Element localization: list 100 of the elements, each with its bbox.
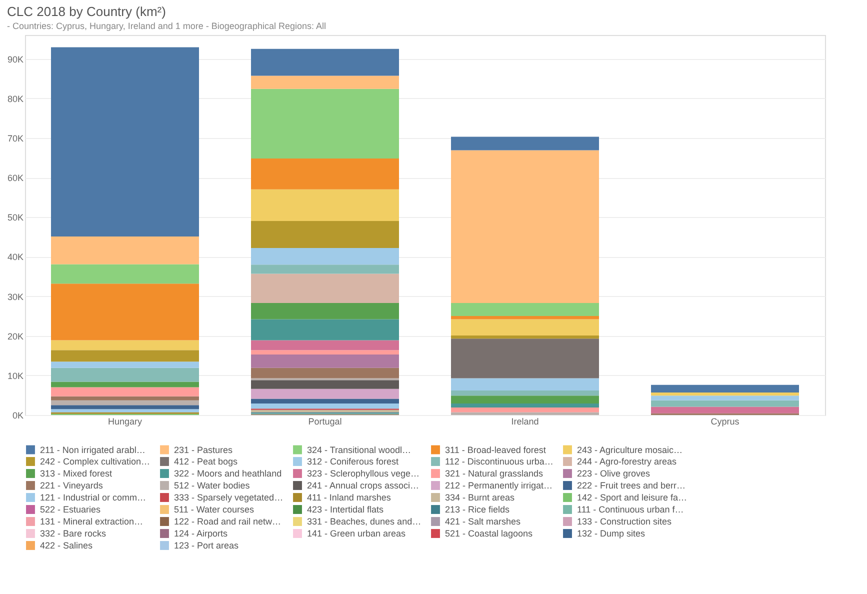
legend-label: 522 - Estuaries bbox=[40, 504, 102, 514]
x-tick-label: Portugal bbox=[308, 416, 342, 426]
legend-label: 213 - Rice fields bbox=[445, 504, 510, 514]
bar bbox=[251, 354, 399, 368]
legend-label: 511 - Water courses bbox=[174, 504, 255, 514]
bar bbox=[251, 368, 399, 378]
bar bbox=[251, 404, 399, 409]
legend-label: 231 - Pastures bbox=[174, 444, 234, 455]
bar bbox=[251, 88, 399, 158]
bar bbox=[451, 396, 599, 404]
legend-label: 411 - Inland marshes bbox=[307, 492, 392, 502]
bar bbox=[51, 409, 199, 412]
legend-label: 313 - Mixed forest bbox=[40, 468, 113, 478]
bar bbox=[451, 150, 599, 303]
legend-label: 223 - Olive groves bbox=[577, 468, 651, 478]
legend-label: 324 - Transitional woodl… bbox=[307, 444, 412, 455]
legend-label: 423 - Intertidal flats bbox=[307, 504, 384, 514]
bar bbox=[51, 396, 199, 400]
legend-label: 123 - Port areas bbox=[174, 540, 240, 550]
legend-label: 222 - Fruit trees and berr… bbox=[577, 480, 686, 490]
bar bbox=[251, 340, 399, 350]
y-tick-label: 30K bbox=[7, 292, 24, 302]
bar bbox=[51, 236, 199, 264]
bar bbox=[251, 319, 399, 340]
bar bbox=[251, 274, 399, 303]
legend-label: 122 - Road and rail netw… bbox=[174, 516, 282, 526]
bar bbox=[251, 264, 399, 274]
bar bbox=[51, 284, 199, 340]
legend-label: 421 - Salt marshes bbox=[445, 516, 522, 526]
legend-label: 212 - Permanently irrigat… bbox=[445, 480, 553, 490]
bar bbox=[651, 384, 799, 392]
legend-label: 422 - Salines bbox=[40, 540, 94, 550]
legend-label: 321 - Natural grasslands bbox=[445, 468, 544, 478]
x-tick-label: Cyprus bbox=[710, 416, 740, 426]
legend-label: 121 - Industrial or comm… bbox=[40, 492, 146, 502]
bar bbox=[51, 382, 199, 388]
bar bbox=[251, 48, 399, 76]
bar bbox=[251, 380, 399, 389]
bar bbox=[651, 396, 799, 400]
y-tick-label: 60K bbox=[7, 173, 24, 183]
legend-label: 132 - Dump sites bbox=[577, 528, 646, 538]
bar bbox=[251, 398, 399, 404]
bar bbox=[51, 264, 199, 284]
y-tick-label: 10K bbox=[7, 370, 24, 381]
legend-label: 131 - Mineral extraction… bbox=[40, 516, 144, 526]
bar bbox=[251, 388, 399, 399]
bar bbox=[651, 400, 799, 407]
legend-label: 112 - Discontinuous urba… bbox=[445, 456, 554, 466]
bar bbox=[251, 350, 399, 354]
bar bbox=[451, 319, 599, 336]
legend-label: 124 - Airports bbox=[174, 528, 228, 538]
y-tick-label: 40K bbox=[7, 252, 24, 262]
legend-label: 323 - Sclerophyllous vege… bbox=[307, 468, 420, 478]
legend-label: 521 - Coastal lagoons bbox=[445, 528, 534, 538]
y-tick-label: 0K bbox=[12, 410, 24, 420]
bar bbox=[651, 392, 799, 396]
bar bbox=[451, 335, 599, 339]
bar bbox=[651, 406, 799, 414]
bar bbox=[51, 368, 199, 382]
legend-label: 244 - Agro-forestry areas bbox=[577, 456, 678, 466]
x-tick-label: Hungary bbox=[108, 416, 142, 426]
legend-label: 111 - Continuous urban f… bbox=[577, 504, 684, 514]
bar bbox=[51, 405, 199, 410]
legend-label: 332 - Bare rocks bbox=[40, 528, 107, 538]
bar bbox=[51, 47, 199, 236]
bar bbox=[451, 302, 599, 316]
bar bbox=[451, 136, 599, 150]
y-tick-label: 80K bbox=[7, 94, 24, 104]
bar bbox=[451, 407, 599, 412]
bar bbox=[451, 378, 599, 390]
bar bbox=[51, 340, 199, 350]
bar bbox=[451, 412, 599, 415]
legend-label: 141 - Green urban areas bbox=[307, 528, 406, 538]
bar bbox=[251, 158, 399, 190]
chart-title: CLC 2018 by Country (km²) bbox=[6, 4, 166, 19]
x-tick-label: Ireland bbox=[511, 416, 539, 426]
legend-label: 242 - Complex cultivation… bbox=[40, 456, 150, 466]
bar bbox=[451, 338, 599, 378]
bar bbox=[251, 76, 399, 89]
legend-label: 512 - Water bodies bbox=[174, 480, 250, 490]
bar bbox=[251, 302, 399, 320]
legend-label: 133 - Construction sites bbox=[577, 516, 672, 526]
legend-label: 311 - Broad-leaved forest bbox=[445, 444, 546, 455]
legend-label: 221 - Vineyards bbox=[40, 480, 104, 490]
legend-label: 142 - Sport and leisure fa… bbox=[577, 492, 688, 502]
legend-label: 211 - Non irrigated arabl… bbox=[40, 444, 146, 455]
bar bbox=[451, 404, 599, 408]
legend-label: 333 - Sparsely vegetated… bbox=[174, 492, 284, 502]
legend-label: 331 - Beaches, dunes and… bbox=[307, 516, 422, 526]
bar bbox=[451, 390, 599, 396]
legend-label: 312 - Coniferous forest bbox=[307, 456, 400, 466]
legend-label: 334 - Burnt areas bbox=[445, 492, 516, 502]
chart-subtitle: - Countries: Cyprus, Hungary, Ireland and 1 more - Biogeographical Regions: All bbox=[6, 21, 326, 31]
legend-label: 322 - Moors and heathland bbox=[174, 468, 282, 478]
bar bbox=[51, 400, 199, 406]
bar bbox=[251, 248, 399, 265]
y-tick-label: 50K bbox=[7, 212, 24, 223]
y-tick-label: 90K bbox=[7, 54, 24, 64]
y-tick-label: 20K bbox=[7, 331, 24, 342]
bar bbox=[51, 387, 199, 396]
